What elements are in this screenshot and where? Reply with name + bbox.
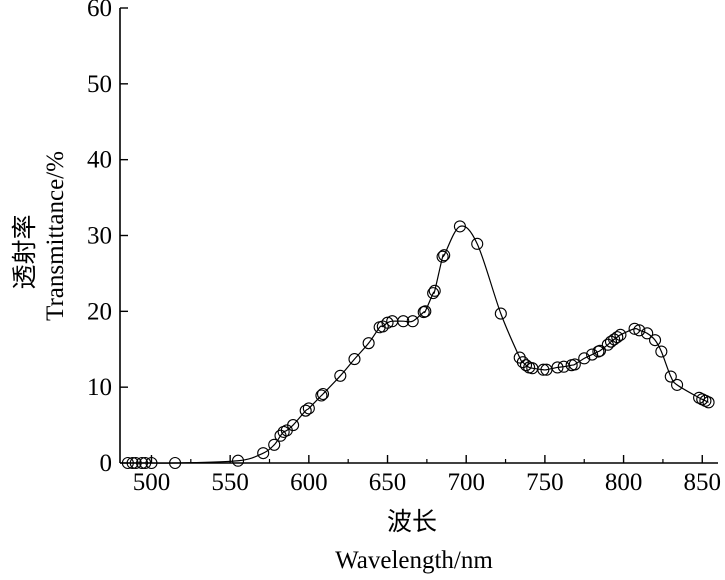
- data-point: [655, 345, 668, 358]
- x-tick-label: 800: [605, 469, 643, 496]
- data-point: [381, 316, 394, 329]
- data-point: [397, 315, 410, 328]
- data-point: [334, 369, 347, 382]
- data-point: [494, 307, 507, 320]
- y-tick-label: 20: [87, 298, 112, 325]
- data-point: [348, 353, 361, 366]
- x-tick-label: 550: [211, 469, 249, 496]
- x-tick-label: 750: [526, 469, 564, 496]
- y-ticks: 0 10 20 30 40 50 60: [87, 0, 128, 477]
- data-point: [608, 333, 621, 346]
- data-point: [568, 358, 581, 371]
- x-ticks: 500 550 600 650 700 750 800 850: [133, 455, 721, 496]
- data-point: [551, 361, 564, 374]
- data-point: [438, 249, 451, 262]
- data-point: [649, 334, 662, 347]
- data-point: [453, 220, 466, 233]
- y-tick-label: 0: [100, 450, 113, 477]
- y-tick-label: 60: [87, 0, 112, 22]
- x-tick-label: 850: [684, 469, 722, 496]
- y-tick-label: 50: [87, 71, 112, 98]
- series-markers: [121, 220, 715, 470]
- data-point: [671, 378, 684, 391]
- data-point: [121, 456, 134, 470]
- x-tick-label: 700: [447, 469, 485, 496]
- data-point: [145, 456, 158, 470]
- data-point: [135, 456, 149, 470]
- y-tick-label: 40: [87, 147, 112, 174]
- axes: [119, 8, 718, 464]
- data-point: [436, 250, 449, 263]
- data-point: [428, 284, 441, 297]
- y-tick-label: 30: [87, 223, 112, 250]
- data-point: [586, 348, 599, 361]
- data-point: [471, 237, 484, 250]
- data-point: [537, 363, 550, 376]
- data-point: [578, 352, 591, 365]
- data-point: [641, 327, 654, 340]
- x-axis-title-cn: 波长: [387, 507, 437, 536]
- y-tick-label: 10: [87, 374, 112, 401]
- data-point: [315, 389, 328, 402]
- x-tick-label: 650: [369, 469, 407, 496]
- data-point: [362, 337, 375, 350]
- y-axis-title: Transmittance/%: [42, 151, 69, 321]
- data-point: [611, 331, 624, 344]
- data-point: [406, 315, 419, 328]
- data-point: [614, 328, 627, 341]
- y-axis-title-cn: 透射率: [10, 214, 39, 289]
- x-tick-label: 500: [133, 469, 171, 496]
- series-line: [127, 225, 709, 464]
- data-point: [169, 456, 182, 470]
- data-point: [702, 396, 715, 409]
- data-point: [519, 359, 533, 372]
- data-point: [604, 335, 618, 348]
- data-point: [427, 287, 440, 300]
- x-tick-label: 600: [290, 469, 328, 496]
- data-point: [316, 387, 330, 401]
- data-point: [268, 438, 281, 451]
- data-point: [299, 404, 312, 417]
- data-point: [664, 370, 677, 383]
- data-point: [139, 456, 152, 470]
- data-point: [126, 456, 139, 470]
- data-point: [628, 322, 641, 335]
- data-point: [257, 447, 270, 460]
- x-axis-title: Wavelength/nm: [335, 547, 493, 574]
- data-point: [287, 419, 300, 432]
- data-point: [231, 454, 245, 467]
- data-point: [419, 305, 432, 318]
- data-point: [302, 402, 315, 415]
- data-point: [633, 324, 646, 337]
- data-point: [129, 456, 142, 470]
- data-point: [593, 344, 607, 357]
